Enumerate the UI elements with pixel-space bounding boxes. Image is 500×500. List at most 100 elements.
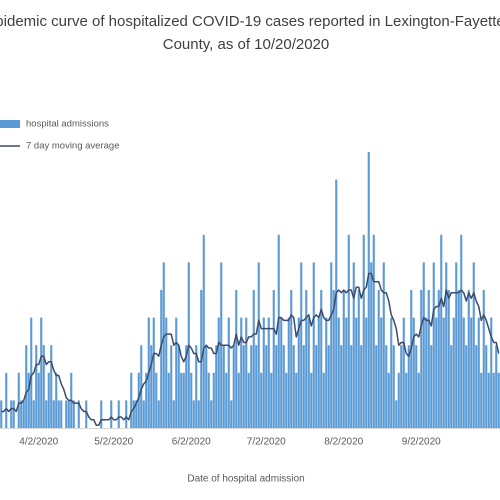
bar: [212, 372, 215, 428]
bar: [117, 400, 120, 428]
bar: [377, 290, 380, 428]
bar: [20, 400, 23, 428]
bar: [252, 290, 255, 428]
bar: [347, 234, 350, 428]
bar: [300, 262, 303, 428]
bar: [257, 262, 260, 428]
bar: [352, 262, 355, 428]
bar: [467, 290, 470, 428]
bar: [340, 345, 343, 428]
bar: [425, 317, 428, 428]
bar: [100, 400, 103, 428]
bar: [442, 317, 445, 428]
bar: [477, 317, 480, 428]
bar: [370, 262, 373, 428]
bar: [185, 345, 188, 428]
bar: [312, 262, 315, 428]
bar: [162, 262, 165, 428]
bar: [490, 317, 493, 428]
bar: [307, 317, 310, 428]
bar: [155, 372, 158, 428]
bar: [160, 290, 163, 428]
bar: [180, 372, 183, 428]
bar: [445, 262, 448, 428]
bar: [140, 345, 143, 428]
bar: [137, 372, 140, 428]
bar: [435, 317, 438, 428]
bar: [322, 372, 325, 428]
bar: [437, 290, 440, 428]
bar: [380, 317, 383, 428]
bar: [30, 317, 33, 428]
bar: [497, 372, 500, 428]
bar: [440, 234, 443, 428]
bar: [330, 262, 333, 428]
bar: [407, 345, 410, 428]
bar: [320, 290, 323, 428]
bar: [217, 317, 220, 428]
chart-title: pidemic curve of hospitalized COVID-19 c…: [0, 13, 500, 30]
bar: [415, 345, 418, 428]
x-tick-label: 5/2/2020: [94, 437, 133, 448]
bar: [362, 234, 365, 428]
bar: [332, 290, 335, 428]
bar: [5, 372, 8, 428]
bar: [277, 234, 280, 428]
bar: [287, 317, 290, 428]
bar: [410, 290, 413, 428]
bar: [265, 345, 268, 428]
bar: [242, 345, 245, 428]
bar: [302, 345, 305, 428]
bar: [165, 317, 168, 428]
bar: [310, 372, 313, 428]
x-tick-label: 8/2/2020: [324, 437, 363, 448]
bar: [175, 317, 178, 428]
bar: [422, 262, 425, 428]
bar: [205, 345, 208, 428]
bar: [267, 317, 270, 428]
bar: [250, 345, 253, 428]
bar: [77, 400, 80, 428]
bar: [145, 372, 148, 428]
bar: [470, 317, 473, 428]
bar: [247, 372, 250, 428]
bar: [130, 372, 133, 428]
bar: [142, 400, 145, 428]
bar: [222, 345, 225, 428]
bar: [382, 262, 385, 428]
bar: [0, 400, 3, 428]
bar: [282, 345, 285, 428]
bar: [232, 345, 235, 428]
bar: [210, 400, 213, 428]
bar: [295, 372, 298, 428]
legend-swatch: [0, 120, 20, 128]
bar: [405, 372, 408, 428]
bar: [487, 372, 490, 428]
bar: [135, 400, 138, 428]
bar: [305, 290, 308, 428]
bar: [317, 317, 320, 428]
bar: [225, 372, 228, 428]
bar: [327, 345, 330, 428]
bar: [152, 317, 155, 428]
bar: [230, 400, 233, 428]
bar: [67, 400, 70, 428]
bar: [400, 345, 403, 428]
bar: [360, 345, 363, 428]
bar: [375, 345, 378, 428]
bar: [85, 400, 88, 428]
bar: [357, 290, 360, 428]
bar: [480, 372, 483, 428]
bar: [485, 345, 488, 428]
bar: [182, 372, 185, 428]
moving-average-line: [1, 272, 500, 426]
x-tick-label: 7/2/2020: [247, 437, 286, 448]
bar: [427, 290, 430, 428]
bar: [472, 262, 475, 428]
bar: [465, 345, 468, 428]
bar: [202, 234, 205, 428]
bar: [462, 317, 465, 428]
bar: [430, 345, 433, 428]
